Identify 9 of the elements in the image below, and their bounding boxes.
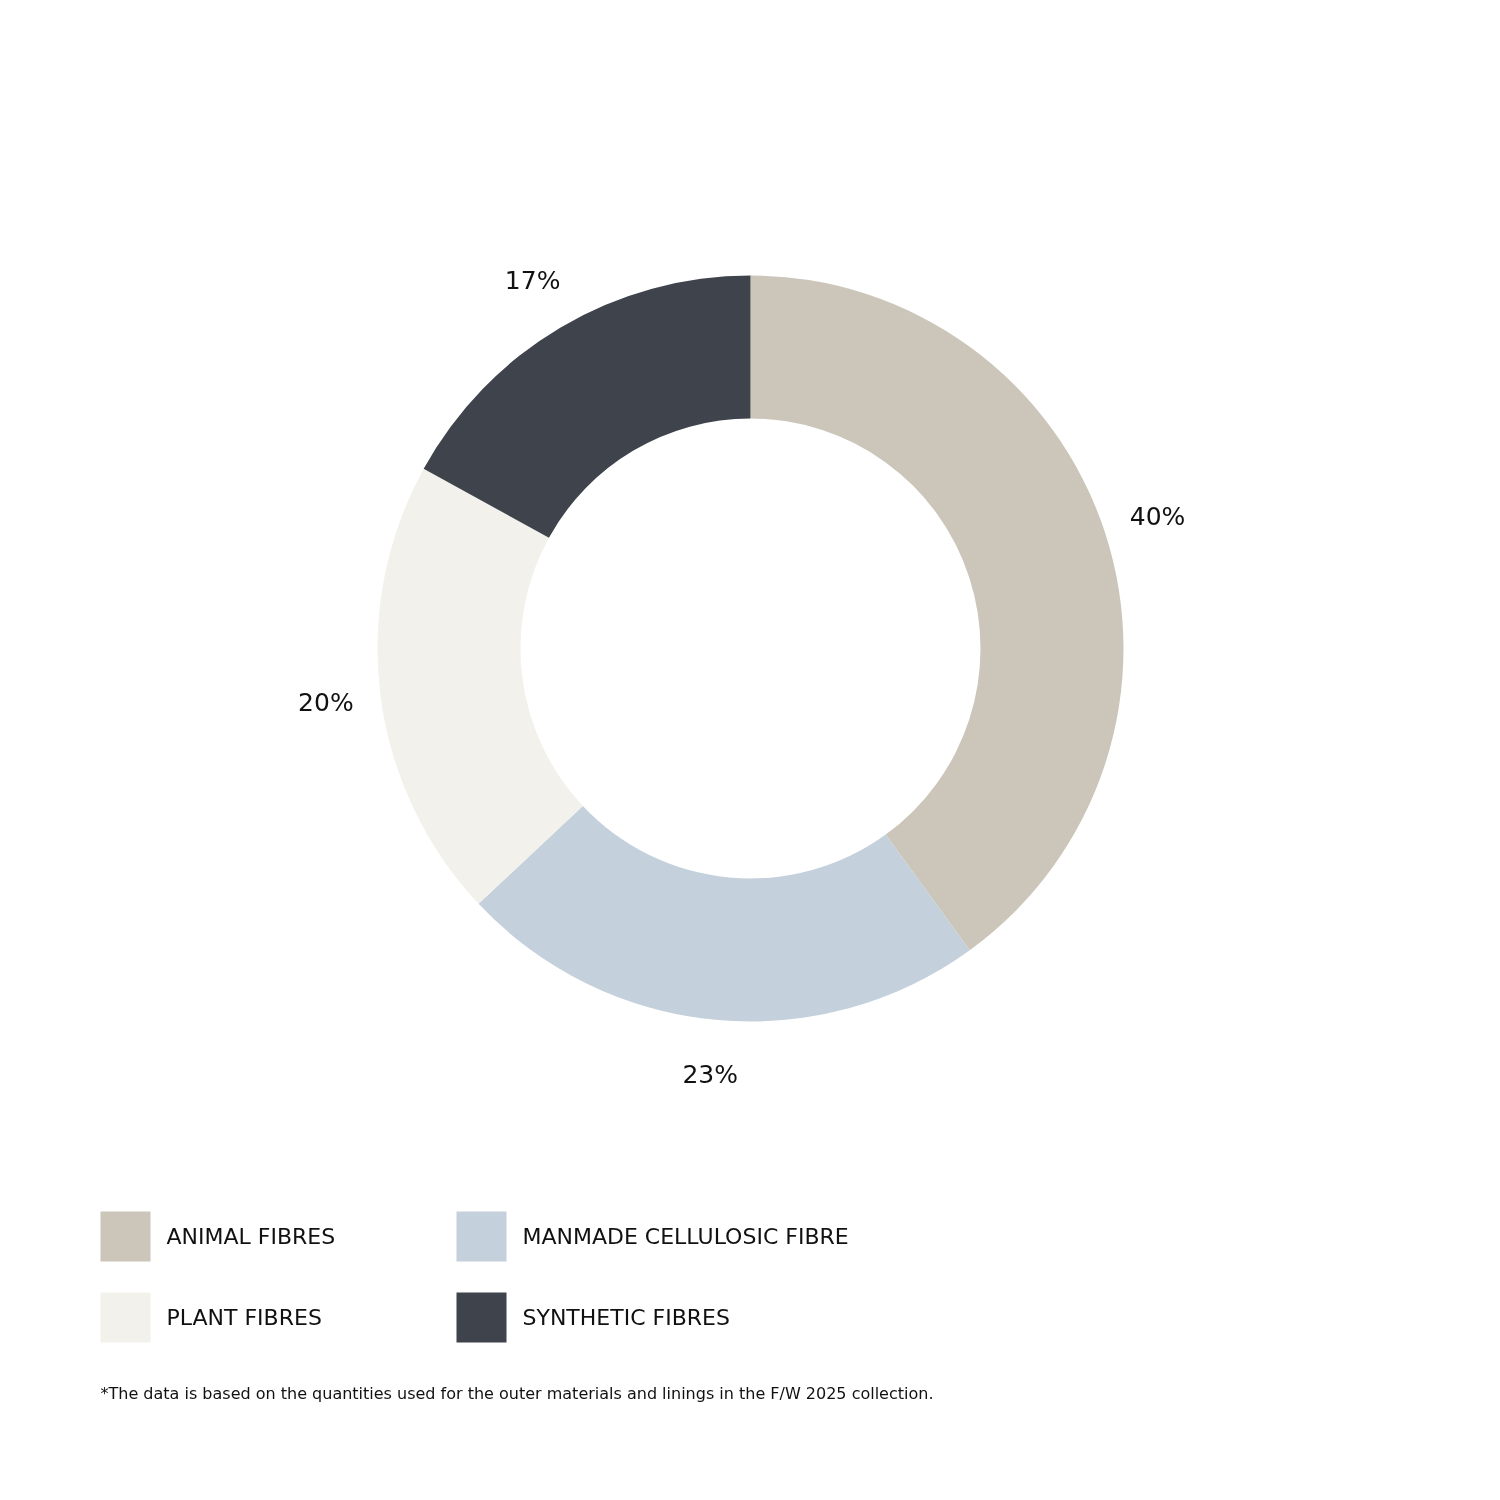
legend-label: ANIMAL FIBRES [166,1224,336,1249]
data-label: 23% [682,1060,739,1090]
legend-label: PLANT FIBRES [166,1305,322,1330]
text: *The data is based on the quantities used for the outer materials and linings in the F/W 2025 collection. [100,1384,934,1403]
data-label: 17% [504,265,561,295]
data-label: 40% [1129,501,1186,531]
data-label: 20% [298,687,354,717]
legend-label: MANMADE CELLULOSIC FIBRE [522,1224,849,1249]
legend-label: SYNTHETIC FIBRES [522,1305,730,1330]
